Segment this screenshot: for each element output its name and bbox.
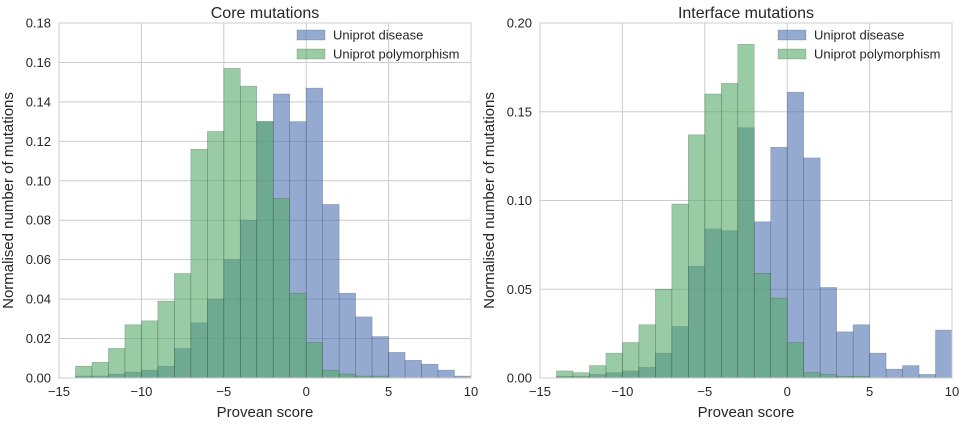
polymorphism-bar <box>737 43 755 379</box>
polymorphism-bar <box>75 365 93 379</box>
polymorphism-bar <box>786 342 804 379</box>
legend-label: Uniprot polymorphism <box>814 47 940 62</box>
polymorphism-bar <box>704 93 722 379</box>
legend-swatch <box>777 29 807 41</box>
x-tick-label: −5 <box>697 384 712 399</box>
y-axis-label: Normalised number of mutations <box>0 92 17 309</box>
disease-bar <box>421 363 439 379</box>
polymorphism-bar <box>622 342 640 379</box>
disease-bar <box>388 352 406 379</box>
x-tick-label: 0 <box>784 384 791 399</box>
polymorphism-bar <box>556 370 574 379</box>
disease-bar <box>852 324 870 379</box>
legend-label: Uniprot disease <box>814 28 904 43</box>
y-tick-label: 0.10 <box>507 193 532 208</box>
chart-title: Interface mutations <box>678 5 814 22</box>
core-mutations-panel: −15 −10 −5 0 5 10 0.00 0.02 0.04 0.06 0.08 0.10 0.12… <box>0 5 478 421</box>
y-tick-label: 0.00 <box>507 371 532 386</box>
polymorphism-bar <box>305 342 323 379</box>
polymorphism-bar <box>572 372 590 379</box>
polymorphism-bar <box>289 292 307 379</box>
polymorphism-bar <box>605 352 623 379</box>
y-tick-label: 0.12 <box>26 134 51 149</box>
legend-swatch <box>777 48 807 60</box>
x-tick-label: −15 <box>529 384 551 399</box>
polymorphism-bar <box>239 85 258 379</box>
disease-bar <box>918 374 936 379</box>
disease-bar <box>869 352 887 379</box>
polymorphism-bar <box>720 83 739 379</box>
disease-bar <box>836 331 854 379</box>
y-tick-label: 0.06 <box>26 252 51 267</box>
polymorphism-bar <box>688 134 706 379</box>
polymorphism-bar <box>256 121 274 379</box>
x-tick-label: 10 <box>945 384 959 399</box>
polymorphism-bar <box>655 288 673 379</box>
y-tick-label: 0.00 <box>26 371 51 386</box>
polymorphism-bar <box>770 297 788 379</box>
y-tick-label: 0.08 <box>26 213 51 228</box>
y-tick-label: 0.16 <box>26 55 51 70</box>
disease-bar <box>902 365 920 379</box>
polymorphism-bar <box>157 300 175 379</box>
polymorphism-bar <box>207 131 225 379</box>
polymorphism-bar <box>190 148 208 379</box>
x-axis-label: Provean score <box>698 404 795 421</box>
polymorphism-bar <box>803 372 821 379</box>
disease-bar <box>322 204 340 379</box>
y-tick-label: 0.18 <box>26 16 51 31</box>
plot-frame <box>539 22 953 379</box>
x-tick-label: 0 <box>303 384 310 399</box>
polymorphism-bar <box>124 324 142 379</box>
disease-bar <box>437 369 455 379</box>
polymorphism-bar <box>223 68 241 379</box>
polymorphism-bar <box>338 373 356 379</box>
plot-frame <box>58 22 472 379</box>
x-tick-label: −5 <box>216 384 231 399</box>
polymorphism-bar <box>174 273 192 379</box>
legend-label: Uniprot disease <box>333 28 423 43</box>
disease-bar <box>819 287 837 379</box>
legend-swatch <box>296 29 326 41</box>
y-tick-label: 0.14 <box>26 94 51 109</box>
chart-title: Core mutations <box>211 5 320 22</box>
disease-bar <box>371 336 389 379</box>
y-tick-label: 0.04 <box>26 292 51 307</box>
x-tick-label: −10 <box>611 384 633 399</box>
interface-mutations-panel: −15 −10 −5 0 5 10 0.00 0.05 0.10 0.15 0.20 Interfac… <box>481 5 959 421</box>
disease-bar <box>803 157 821 379</box>
disease-bar <box>404 359 422 379</box>
disease-bar <box>355 316 373 379</box>
disease-bar <box>885 368 903 379</box>
polymorphism-bar <box>589 365 607 379</box>
x-tick-label: −10 <box>130 384 152 399</box>
polymorphism-bar <box>819 374 837 379</box>
y-axis-label: Normalised number of mutations <box>481 92 498 309</box>
polymorphism-bar <box>671 203 689 379</box>
y-tick-label: 0.05 <box>507 282 532 297</box>
x-axis-label: Provean score <box>217 404 314 421</box>
y-tick-label: 0.10 <box>26 173 51 188</box>
disease-bar <box>786 91 804 379</box>
polymorphism-bar <box>753 272 772 379</box>
polymorphism-bar <box>91 361 109 379</box>
legend-label: Uniprot polymorphism <box>333 47 459 62</box>
y-tick-label: 0.15 <box>507 104 532 119</box>
x-tick-label: −15 <box>48 384 70 399</box>
disease-bar <box>935 329 953 379</box>
polymorphism-bar <box>272 198 291 379</box>
polymorphism-bar <box>141 320 159 379</box>
polymorphism-bar <box>322 369 340 379</box>
x-tick-label: 5 <box>385 384 392 399</box>
polymorphism-bar <box>108 348 126 379</box>
disease-bar <box>338 292 356 379</box>
y-tick-label: 0.20 <box>507 16 532 31</box>
x-tick-label: 5 <box>866 384 873 399</box>
legend-swatch <box>296 48 326 60</box>
disease-bar <box>305 87 323 379</box>
x-tick-label: 10 <box>464 384 478 399</box>
polymorphism-bar <box>638 324 656 379</box>
y-tick-label: 0.02 <box>26 331 51 346</box>
